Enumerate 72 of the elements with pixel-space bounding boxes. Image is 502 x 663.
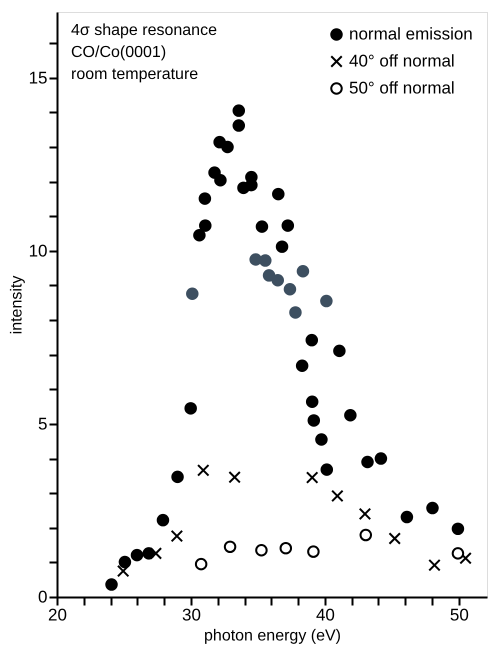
point [272, 274, 284, 287]
y-axis-title: intensity [8, 276, 26, 334]
point [262, 269, 276, 282]
x-axis-title: photon energy (eV) [204, 628, 341, 644]
point [194, 558, 208, 570]
legend-label: normal emission [349, 24, 473, 44]
point [197, 464, 210, 477]
point [428, 558, 441, 572]
point [221, 140, 234, 154]
point [388, 532, 401, 545]
point [306, 334, 318, 346]
annotation: 4σ shape resonance [71, 22, 218, 39]
point [360, 528, 372, 542]
point [150, 547, 162, 560]
point [232, 104, 246, 117]
point [320, 463, 334, 476]
point [198, 192, 212, 205]
point [214, 174, 227, 186]
y-tick-label: 15 [28, 68, 48, 88]
point [331, 490, 344, 502]
point [307, 545, 320, 558]
point [156, 514, 170, 526]
x-tick-label: 50 [450, 606, 469, 624]
point [374, 452, 388, 465]
y-tick-label: 10 [28, 241, 48, 260]
x-tick-label: 40 [316, 606, 335, 624]
point [452, 522, 464, 536]
point [170, 530, 184, 542]
point [186, 288, 199, 300]
point [118, 556, 132, 568]
point [284, 283, 296, 296]
point [171, 470, 184, 484]
legend-label: 40° off normal [349, 52, 455, 70]
point [308, 414, 320, 427]
point [344, 409, 357, 422]
annotation: room temperature [71, 66, 198, 83]
point [320, 294, 333, 308]
point [296, 360, 308, 372]
point [130, 548, 144, 562]
point [224, 540, 236, 554]
point [228, 470, 241, 484]
y-tick-label: 5 [38, 414, 48, 434]
point [306, 471, 318, 484]
point [361, 456, 374, 468]
legend-label: 50° off normal [349, 78, 455, 98]
point [272, 188, 285, 200]
point [333, 344, 346, 358]
point [400, 510, 414, 524]
point [280, 542, 292, 554]
point [193, 229, 206, 242]
point [296, 265, 310, 278]
point [358, 508, 372, 520]
point [289, 306, 302, 319]
annotation: CO/Co(0001) [71, 44, 166, 61]
point [105, 578, 118, 591]
point [199, 219, 212, 232]
point [255, 544, 268, 557]
point [459, 552, 472, 564]
point [256, 220, 268, 233]
point [259, 254, 272, 267]
point [452, 547, 464, 560]
point [282, 219, 294, 232]
x-tick-label: 30 [182, 606, 201, 624]
point [276, 240, 288, 253]
x-tick-label: 20 [48, 606, 67, 624]
point [184, 402, 197, 415]
point [426, 502, 439, 514]
point [306, 396, 318, 408]
point [315, 433, 328, 446]
point [116, 564, 130, 578]
point [232, 119, 246, 132]
y-tick-label: 0 [38, 588, 48, 606]
